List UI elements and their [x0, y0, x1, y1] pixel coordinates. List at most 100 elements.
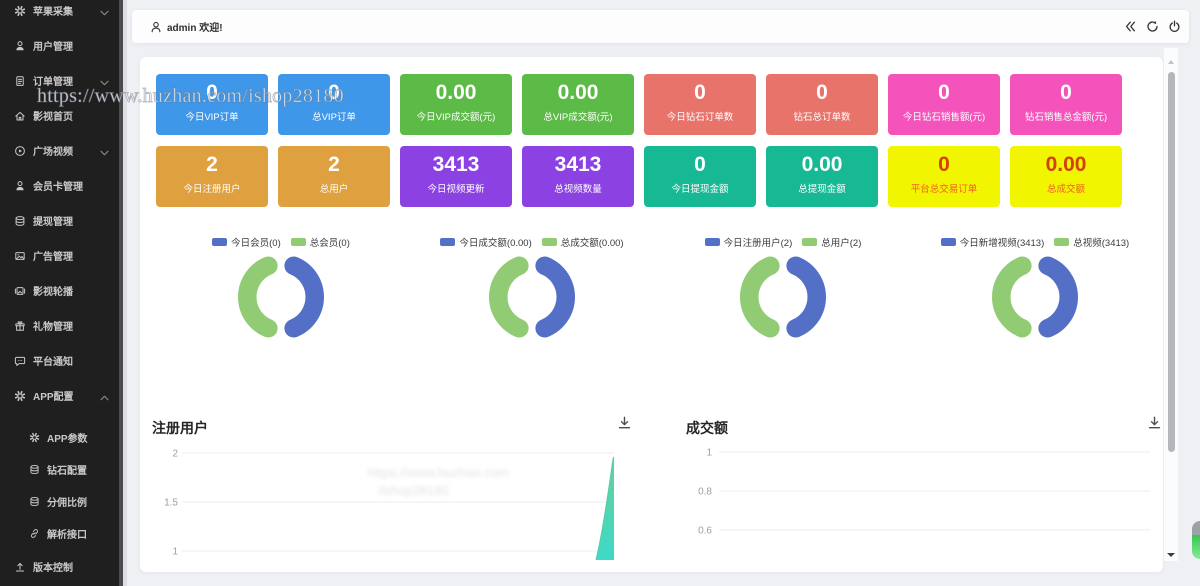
sidebar-item-gift[interactable]: 礼物管理 — [0, 308, 119, 343]
area-chart-registered-users: 21.51 — [164, 449, 615, 561]
donut-chart[interactable] — [910, 247, 1160, 347]
user-icon — [150, 21, 162, 33]
carousel-icon — [14, 286, 26, 295]
play-icon — [15, 145, 25, 156]
page-scrollbar[interactable] — [1164, 48, 1178, 561]
scrollbar-down-arrow-icon[interactable] — [1167, 553, 1175, 557]
stat-card-value: 2 — [206, 153, 218, 176]
notice-icon — [14, 355, 26, 367]
legend-swatch — [541, 238, 557, 246]
sidebar-item-play[interactable]: 广场视频 — [0, 133, 119, 168]
chevron-down-icon — [100, 150, 109, 155]
sidebar-item-version[interactable]: 版本控制 — [0, 549, 119, 584]
withdraw-icon — [14, 215, 26, 227]
sidebar-item-member[interactable]: 会员卡管理 — [0, 168, 119, 203]
download-chart-icon[interactable] — [1147, 415, 1162, 430]
legend-label: 今日注册用户(2) — [723, 238, 793, 249]
donut-legend: 今日新增视频(3413) 总视频(3413) — [910, 235, 1160, 249]
stat-card-label: 钻石销售总金额(元) — [1024, 112, 1108, 123]
sidebar-item-label: 会员卡管理 — [33, 182, 83, 193]
legend-item[interactable]: 总会员(0) — [290, 235, 350, 249]
sidebar-item-carousel[interactable]: 影视轮播 — [0, 273, 119, 308]
sidebar-item-withdraw[interactable]: 提现管理 — [0, 203, 119, 238]
legend-item[interactable]: 今日成交额(0.00) — [440, 235, 532, 249]
notice-icon — [14, 356, 26, 366]
stat-card[interactable]: 0 总VIP订单 — [278, 74, 390, 135]
sidebar-scrollbar-thumb[interactable] — [119, 0, 123, 586]
sidebar-item-label: APP参数 — [47, 433, 88, 445]
y-axis-tick-label: 2 — [172, 449, 178, 460]
legend-item[interactable]: 今日会员(0) — [212, 235, 281, 249]
download-chart-icon[interactable] — [617, 415, 632, 430]
stat-card-label: 平台总交易订单 — [910, 184, 978, 195]
topbar: admin 欢迎! — [132, 10, 1189, 43]
sidebar-item-commission[interactable]: 分佣比例 — [0, 485, 119, 517]
sidebar-item-label: 订单管理 — [33, 77, 73, 88]
stat-card-value: 0.00 — [801, 153, 843, 176]
donut-chart[interactable] — [407, 247, 657, 347]
stat-card[interactable]: 3413 今日视频更新 — [400, 146, 512, 207]
stat-card[interactable]: 0 今日提现金额 — [644, 146, 756, 207]
sidebar-item-notice[interactable]: 平台通知 — [0, 343, 119, 378]
sidebar-item-home[interactable]: 影视首页 — [0, 98, 119, 133]
stat-card[interactable]: 0.00 总VIP成交额(元) — [522, 74, 634, 135]
area-series-spike — [596, 457, 614, 560]
stat-card[interactable]: 2 今日注册用户 — [156, 146, 268, 207]
stat-card[interactable]: 0 钻石总订单数 — [766, 74, 878, 135]
scrollbar-up-arrow-icon[interactable] — [1167, 60, 1174, 64]
stat-card[interactable]: 0 今日VIP订单 — [156, 74, 268, 135]
sidebar-item-user[interactable]: 用户管理 — [0, 28, 119, 63]
stat-card[interactable]: 0 今日钻石订单数 — [644, 74, 756, 135]
donut-chart[interactable] — [658, 247, 908, 347]
legend-item[interactable]: 今日新增视频(3413) — [940, 235, 1044, 249]
sidebar-item-parse[interactable]: 解析接口 — [0, 517, 119, 549]
sidebar-item-label: 影视首页 — [33, 112, 73, 123]
sidebar-item-order[interactable]: 订单管理 — [0, 63, 119, 98]
sidebar-item-gear[interactable]: 苹果采集 — [0, 0, 119, 28]
chevron-down-icon — [100, 8, 109, 15]
stat-card-value: 0 — [206, 81, 218, 104]
legend-item[interactable]: 今日注册用户(2) — [704, 235, 793, 249]
chevron-down-icon — [100, 148, 109, 155]
legend-label: 今日会员(0) — [231, 238, 281, 249]
legend-swatch — [940, 238, 956, 246]
stat-card[interactable]: 0 平台总交易订单 — [888, 146, 1000, 207]
stat-card[interactable]: 0.00 今日VIP成交额(元) — [400, 74, 512, 135]
topbar-actions — [1124, 20, 1181, 33]
stat-card[interactable]: 2 总用户 — [278, 146, 390, 207]
stat-card[interactable]: 0.00 总提现金额 — [766, 146, 878, 207]
sidebar-item-label: 用户管理 — [33, 42, 73, 53]
browser-extension-pill[interactable] — [1192, 521, 1200, 559]
welcome-text: admin 欢迎! — [167, 23, 223, 34]
stat-card[interactable]: 0 钻石销售总金额(元) — [1010, 74, 1122, 135]
legend-item[interactable]: 总成交额(0.00) — [541, 235, 624, 249]
sidebar-item-label: 广告管理 — [33, 252, 73, 263]
collapse-sidebar-icon[interactable] — [1124, 20, 1137, 33]
stat-card-value: 0 — [1060, 81, 1072, 104]
legend-item[interactable]: 总用户(2) — [802, 235, 861, 249]
stat-card[interactable]: 0 今日钻石销售额(元) — [888, 74, 1000, 135]
sidebar-item-param[interactable]: APP参数 — [0, 421, 119, 453]
stat-card-value: 3413 — [432, 153, 480, 176]
sidebar-item-ad[interactable]: 广告管理 — [0, 238, 119, 273]
stat-card[interactable]: 0.00 总成交额 — [1010, 146, 1122, 207]
param-icon — [28, 431, 40, 443]
sidebar-item-diamond[interactable]: 钻石配置 — [0, 453, 119, 485]
power-logout-icon[interactable] — [1168, 20, 1181, 33]
legend-label: 总视频(3413) — [1073, 238, 1130, 249]
stat-card-value: 0 — [938, 81, 950, 104]
download-icon — [1148, 416, 1161, 429]
refresh-icon[interactable] — [1146, 20, 1159, 33]
stat-card[interactable]: 3413 总视频数量 — [522, 146, 634, 207]
stat-card-label: 今日VIP订单 — [185, 112, 239, 123]
donut-chart-group: 今日会员(0) 总会员(0) — [156, 235, 406, 347]
legend-item[interactable]: 总视频(3413) — [1054, 235, 1129, 249]
sidebar-item-label: 广场视频 — [33, 147, 73, 158]
sidebar-item-config[interactable]: APP配置 — [0, 378, 119, 413]
stat-card-value: 0.00 — [557, 81, 599, 104]
legend-swatch — [802, 238, 818, 246]
collapse-sidebar-icon — [1125, 21, 1136, 32]
donut-legend: 今日注册用户(2) 总用户(2) — [658, 235, 908, 249]
donut-chart[interactable] — [156, 247, 406, 347]
scrollbar-thumb[interactable] — [1167, 72, 1175, 452]
